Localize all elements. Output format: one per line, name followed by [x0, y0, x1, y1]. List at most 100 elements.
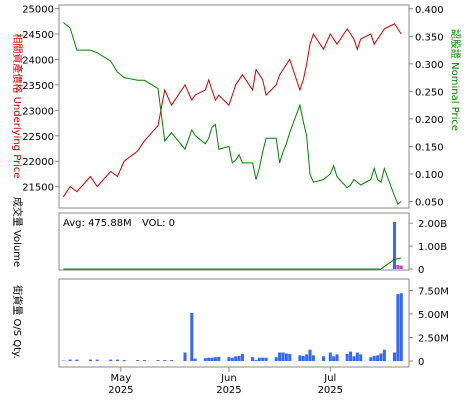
osqty-bar — [281, 352, 285, 361]
price-lines — [62, 22, 402, 206]
left-tick-label: 24000 — [22, 55, 54, 66]
right-tick-label: 0.350 — [415, 32, 444, 43]
osqty-bar — [95, 359, 99, 361]
osqty-bar — [382, 349, 386, 361]
osqty-bar — [122, 360, 126, 361]
right-tick-label: 0.250 — [415, 87, 444, 98]
osqty-bar — [399, 293, 403, 361]
price-right-axis-label: 認股證 Nominal Price — [449, 29, 462, 131]
x-tick-year: 2025 — [216, 385, 241, 396]
left-tick-label: 22000 — [22, 157, 54, 168]
right-tick-label: 0.400 — [415, 5, 444, 16]
osqty-bar — [328, 352, 332, 361]
osqty-bar — [274, 357, 278, 361]
osqty-bar — [203, 358, 207, 361]
osqty-bar — [369, 357, 373, 361]
osqty-bar — [332, 356, 336, 361]
x-tick-month: Jun — [220, 373, 237, 384]
osqty-bar — [264, 357, 268, 361]
osqty-bar — [193, 358, 197, 361]
osqty-tick-label: 5.00M — [418, 310, 449, 321]
right-tick-label: 0.150 — [415, 142, 444, 153]
osqty-bar — [396, 294, 400, 361]
osqty-bar — [210, 357, 214, 361]
avg-volume-label: Avg: 475.88M — [63, 218, 132, 229]
osqty-bar — [136, 360, 140, 361]
osqty-bar — [190, 312, 194, 361]
osqty-bar — [379, 353, 383, 361]
osqty-bar — [240, 353, 244, 361]
right-tick-label: 0.200 — [415, 115, 444, 126]
osqty-tick-label: 7.50M — [418, 286, 449, 297]
osqty-axis-label: 街貨量 O/S Qty. — [11, 285, 24, 358]
volume-tick-label: 2.00B — [418, 219, 447, 230]
osqty-bar — [335, 354, 339, 361]
x-tick-month: Jul — [323, 373, 336, 384]
underlying-price-line — [62, 23, 402, 198]
osqty-bar — [284, 353, 288, 361]
volume-ticks: 2.00B 1.00B 0 — [409, 219, 447, 276]
volume-axis-label: 成交量 Volume — [11, 197, 24, 267]
x-tick-month: May — [110, 373, 131, 384]
price-left-axis-label: 相關資產價格 Underlying Price — [11, 33, 24, 178]
volume-bars — [63, 222, 403, 270]
left-tick-label: 25000 — [22, 5, 54, 16]
osqty-bar — [251, 357, 255, 361]
price-left-ticks: 21500 22000 22500 23000 23500 24000 24500 25000 — [22, 5, 59, 194]
osqty-bar — [156, 360, 160, 361]
osqty-bar — [288, 353, 292, 361]
volume-panel-frame — [58, 212, 410, 271]
left-tick-label: 24500 — [22, 30, 54, 41]
osqty-tick-label: 0 — [418, 357, 424, 368]
osqty-bar — [169, 360, 173, 361]
avg-volume-line — [63, 257, 402, 270]
volume-tick-label: 0 — [418, 265, 424, 276]
osqty-bar — [352, 356, 356, 361]
osqty-bar — [68, 359, 72, 361]
volume-bar — [396, 264, 400, 269]
osqty-bar — [298, 355, 302, 361]
price-right-ticks: 0.050 0.100 0.150 0.200 0.250 0.300 0.350 0.400 — [409, 5, 444, 208]
price-panel-frame — [58, 4, 410, 209]
osqty-bar — [61, 360, 65, 362]
osqty-bar — [213, 357, 217, 361]
osqty-bar — [308, 349, 312, 361]
left-tick-label: 23500 — [22, 81, 54, 92]
left-tick-label: 22500 — [22, 132, 54, 143]
osqty-bar — [254, 360, 258, 361]
osqty-bar — [230, 357, 234, 361]
osqty-bar — [311, 355, 315, 361]
x-tick-year: 2025 — [108, 385, 133, 396]
left-tick-label: 23000 — [22, 106, 54, 117]
osqty-bar — [355, 352, 359, 361]
osqty-bar — [142, 360, 146, 361]
volume-tick-label: 1.00B — [418, 242, 447, 253]
volume-bar — [399, 265, 403, 269]
osqty-bar — [115, 359, 119, 361]
osqty-bar — [261, 357, 265, 361]
osqty-bar — [257, 357, 261, 361]
volume-bar — [392, 222, 396, 269]
osqty-bar — [349, 351, 353, 361]
osqty-bar — [278, 352, 282, 361]
x-tick-year: 2025 — [318, 385, 343, 396]
osqty-tick-label: 2.50M — [418, 333, 449, 344]
osqty-bar — [163, 360, 167, 361]
osqty-bars — [61, 293, 403, 362]
osqty-bar — [376, 355, 380, 361]
osqty-bar — [372, 355, 376, 361]
osqty-bar — [234, 356, 238, 361]
osqty-bar — [345, 353, 349, 361]
vol-label: VOL: 0 — [142, 218, 175, 229]
osqty-bar — [183, 352, 187, 361]
warrant-price-line — [63, 22, 402, 206]
osqty-bar — [305, 354, 309, 361]
left-tick-label: 21500 — [22, 183, 54, 194]
osqty-bar — [359, 354, 363, 361]
osqty-bar — [392, 352, 396, 361]
right-tick-label: 0.050 — [415, 197, 444, 208]
osqty-bar — [322, 356, 326, 361]
right-tick-label: 0.100 — [415, 170, 444, 181]
